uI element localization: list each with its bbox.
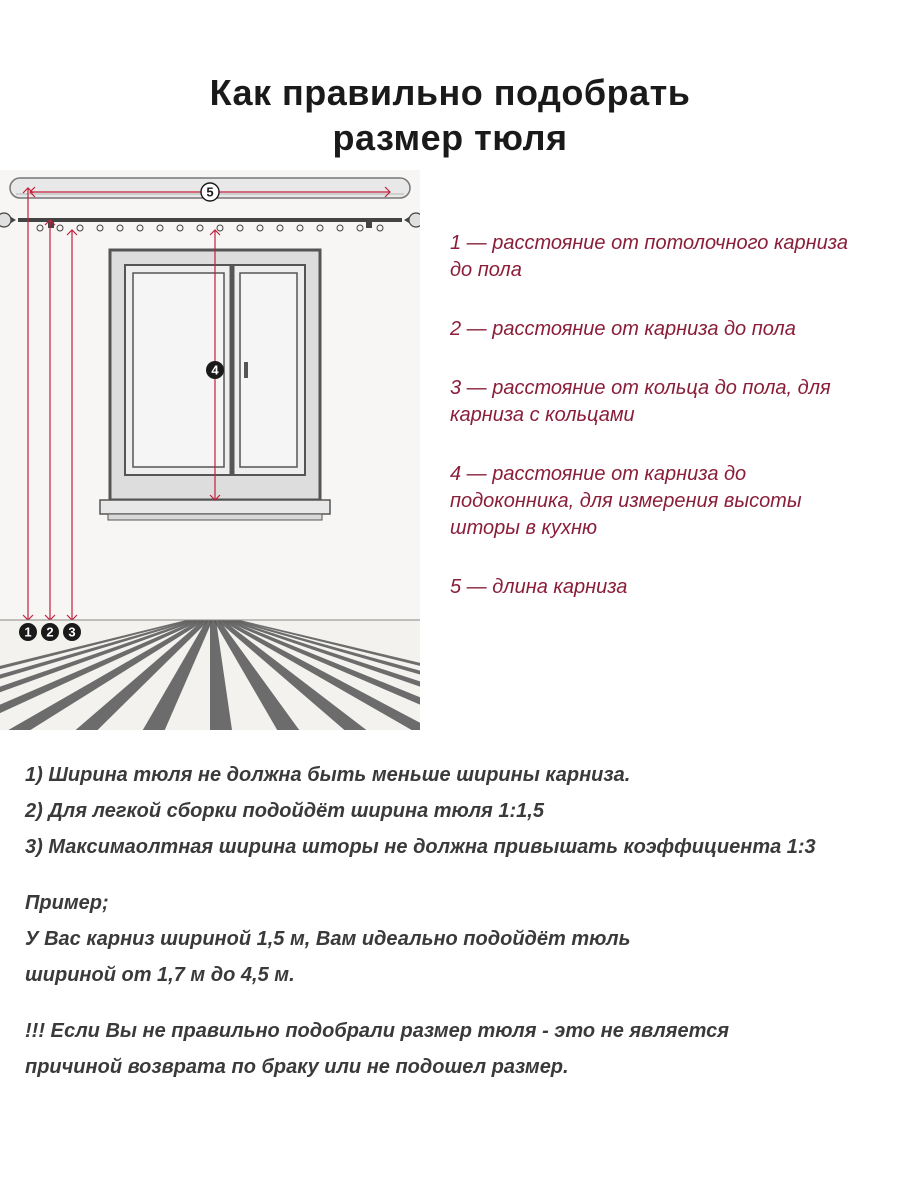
note-line: 2) Для легкой сборки подойдёт ширина тюл…: [25, 796, 875, 826]
svg-text:4: 4: [211, 363, 219, 378]
legend-item-3: 3 — расстояние от кольца до пола, для ка…: [450, 375, 870, 429]
title-line-1: Как правильно подобрать: [210, 72, 691, 113]
legend-item-1: 1 — расстояние от потолочного карниза до…: [450, 230, 870, 284]
legend-item-4: 4 — расстояние от карниза до подоконника…: [450, 461, 870, 542]
note-line: шириной от 1,7 м до 4,5 м.: [25, 960, 875, 990]
page-root: Как правильно подобрать размер тюля 123 4…: [0, 0, 900, 1200]
note-line: 1) Ширина тюля не должна быть меньше шир…: [25, 760, 875, 790]
upper-row: 123 4 5 1 — расстояние от потолочного карн…: [0, 160, 900, 730]
legend: 1 — расстояние от потолочного карниза до…: [420, 160, 900, 633]
bottom-notes: 1) Ширина тюля не должна быть меньше шир…: [0, 730, 900, 1082]
blank-line: [25, 996, 875, 1016]
svg-text:1: 1: [24, 625, 31, 640]
note-line: причиной возврата по браку или не подоше…: [25, 1052, 875, 1082]
page-title: Как правильно подобрать размер тюля: [0, 0, 900, 160]
blank-line: [25, 868, 875, 888]
svg-text:3: 3: [68, 625, 75, 640]
note-line: Пример;: [25, 888, 875, 918]
title-line-2: размер тюля: [333, 117, 568, 158]
note-line: У Вас карниз шириной 1,5 м, Вам идеально…: [25, 924, 875, 954]
note-line: !!! Если Вы не правильно подобрали разме…: [25, 1016, 875, 1046]
window-diagram: 123 4 5: [0, 170, 420, 730]
svg-text:2: 2: [46, 625, 53, 640]
note-line: 3) Максимаолтная ширина шторы не должна …: [25, 832, 875, 862]
legend-item-5: 5 — длина карниза: [450, 574, 870, 601]
legend-item-2: 2 — расстояние от карниза до пола: [450, 316, 870, 343]
svg-text:5: 5: [206, 185, 213, 200]
